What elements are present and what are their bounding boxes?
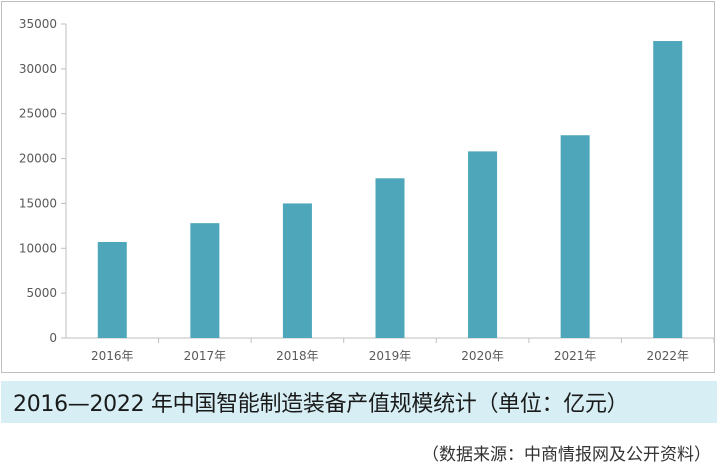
source-note: （数据来源：中商情报网及公开资料） (422, 445, 711, 465)
caption-bar: 2016—2022 年中国智能制造装备产值规模统计（单位：亿元） (1, 381, 717, 423)
y-tick-label: 30000 (19, 62, 57, 76)
bar (190, 223, 220, 338)
bar (468, 151, 498, 338)
y-tick-label: 15000 (19, 196, 57, 210)
bar (653, 41, 683, 338)
bar (282, 203, 312, 338)
chart-frame: 0 5000 10000 15000 20000 25000 30000 35000 2016年… (1, 1, 715, 373)
y-tick-label: 25000 (19, 107, 57, 121)
y-tick-label: 0 (49, 331, 57, 345)
y-tick-label: 10000 (19, 241, 57, 255)
bar (560, 135, 590, 338)
y-tick-label: 5000 (26, 286, 57, 300)
x-tick-label: 2020年 (461, 349, 504, 363)
x-tick-label: 2018年 (276, 349, 319, 363)
x-tick-label: 2019年 (369, 349, 412, 363)
x-tick-label: 2021年 (554, 349, 597, 363)
bar (375, 178, 405, 338)
y-tick-label: 20000 (19, 152, 57, 166)
x-tick-label: 2017年 (184, 349, 227, 363)
bar-chart: 0 5000 10000 15000 20000 25000 30000 35000 2016年… (19, 17, 715, 363)
y-tick-label: 35000 (19, 17, 57, 31)
chart-caption: 2016—2022 年中国智能制造装备产值规模统计（单位：亿元） (13, 392, 629, 417)
bar (97, 242, 127, 338)
x-tick-label: 2022年 (646, 349, 689, 363)
x-tick-label: 2016年 (91, 349, 134, 363)
